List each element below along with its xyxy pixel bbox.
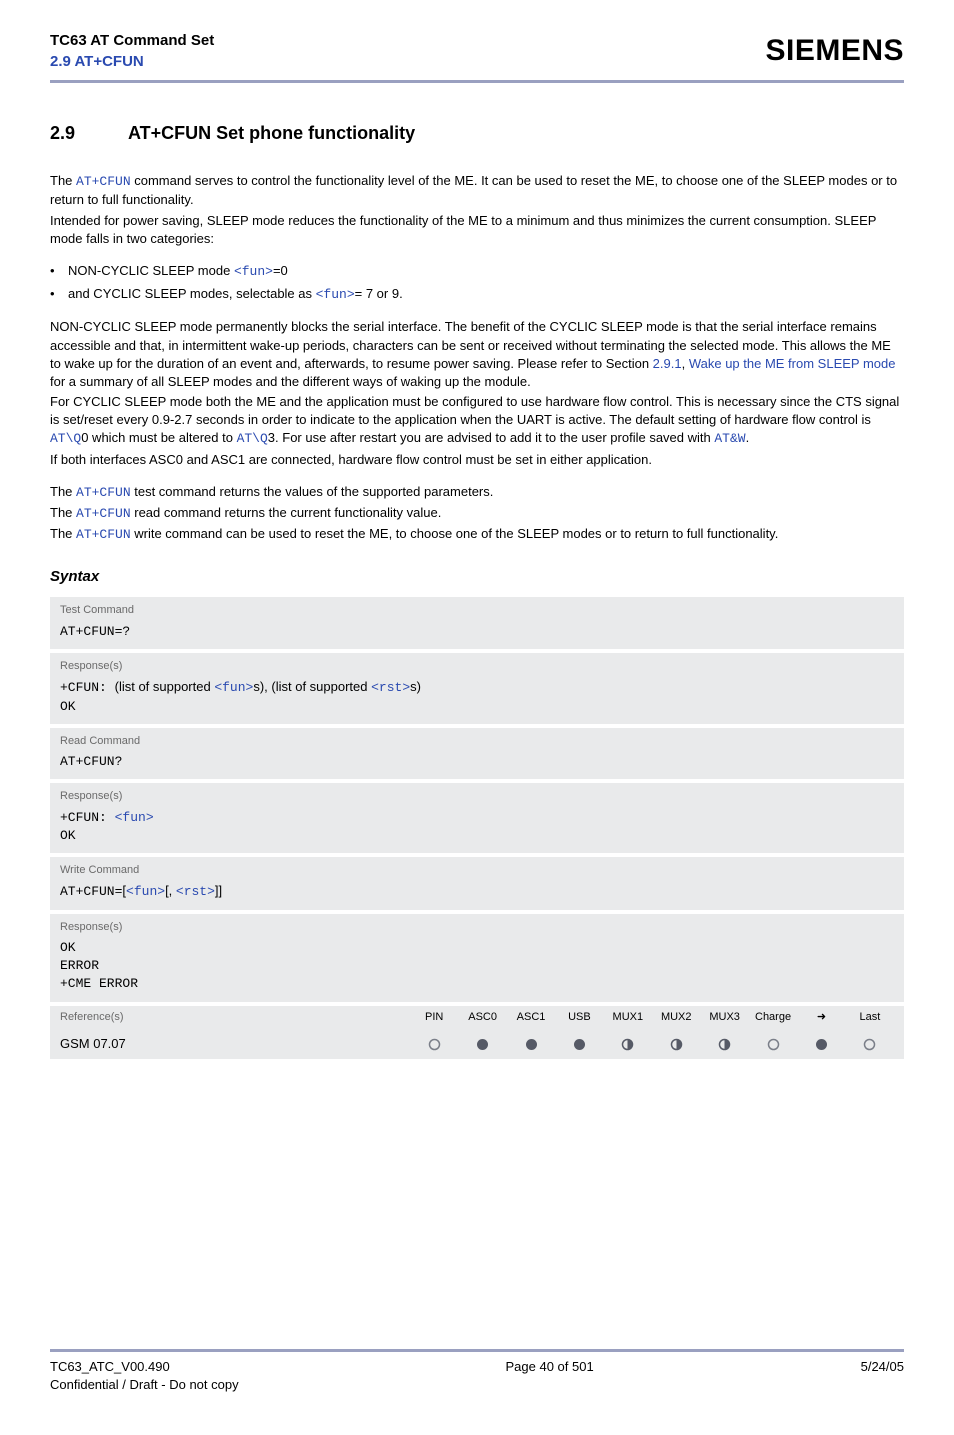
doc-subtitle[interactable]: 2.9 AT+CFUN [50,51,214,72]
support-dots [410,1035,894,1053]
section-link[interactable]: 2.9.1 [653,356,682,371]
page-number: Page 40 of 501 [506,1358,594,1394]
atq-link[interactable]: AT\Q [50,431,81,446]
para-cyclic: For CYCLIC SLEEP mode both the ME and th… [50,393,904,449]
intro-p1: The AT+CFUN command serves to control th… [50,172,904,209]
fun-param-link[interactable]: <fun> [316,287,355,302]
intro-paragraphs: The AT+CFUN command serves to control th… [50,172,904,248]
gsm-label: GSM 07.07 [60,1035,410,1053]
doc-title: TC63 AT Command Set [50,30,214,51]
siemens-logo: SIEMENS [765,30,904,72]
col-charge: Charge [749,1010,797,1025]
response-label: Response(s) [50,783,904,806]
read-command-syntax: AT+CFUN? [50,751,904,779]
header-rule [50,80,904,83]
col-asc1: ASC1 [507,1010,555,1025]
footer-left: TC63_ATC_V00.490 Confidential / Draft - … [50,1358,239,1394]
read-response-body: +CFUN: <fun> OK [50,807,904,853]
read-cmd-desc: The AT+CFUN read command returns the cur… [50,504,904,523]
syntax-heading: Syntax [50,566,904,587]
intro-p2: Intended for power saving, SLEEP mode re… [50,212,904,248]
atcfun-link[interactable]: AT+CFUN [76,174,131,189]
atq-link[interactable]: AT\Q [237,431,268,446]
col-mux2: MUX2 [652,1010,700,1025]
command-descriptions: The AT+CFUN test command returns the val… [50,483,904,545]
fun-param-link[interactable]: <fun> [214,680,253,695]
atcfun-link[interactable]: AT+CFUN [76,485,131,500]
list-item: NON-CYCLIC SLEEP mode <fun>=0 [50,262,904,281]
dot-full-icon [797,1035,845,1053]
dot-empty-icon [410,1035,458,1053]
dot-half-icon [652,1035,700,1053]
section-title: AT+CFUN Set phone functionality [128,123,415,143]
body-paragraphs: NON-CYCLIC SLEEP mode permanently blocks… [50,318,904,469]
fun-param-link[interactable]: <fun> [234,264,273,279]
footer-date: 5/24/05 [861,1358,904,1394]
sleep-mode-list: NON-CYCLIC SLEEP mode <fun>=0 and CYCLIC… [50,262,904,304]
read-response-box: Response(s) +CFUN: <fun> OK [50,783,904,853]
test-command-box: Test Command AT+CFUN=? [50,597,904,649]
reference-columns: PIN ASC0 ASC1 USB MUX1 MUX2 MUX3 Charge … [410,1010,894,1025]
write-command-syntax: AT+CFUN=[<fun>[, <rst>]] [50,880,904,909]
col-mux3: MUX3 [700,1010,748,1025]
section-heading: 2.9AT+CFUN Set phone functionality [50,121,904,146]
rst-param-link[interactable]: <rst> [371,680,410,695]
write-command-box: Write Command AT+CFUN=[<fun>[, <rst>]] [50,857,904,910]
write-cmd-desc: The AT+CFUN write command can be used to… [50,525,904,544]
dot-full-icon [458,1035,506,1053]
section-link[interactable]: Wake up the ME from SLEEP mode [689,356,896,371]
atw-link[interactable]: AT&W [714,431,745,446]
dot-full-icon [555,1035,603,1053]
response-label: Response(s) [50,653,904,676]
reference-label: Reference(s) [60,1010,410,1025]
rst-param-link[interactable]: <rst> [176,884,215,899]
test-cmd-desc: The AT+CFUN test command returns the val… [50,483,904,502]
para-noncyclic: NON-CYCLIC SLEEP mode permanently blocks… [50,318,904,391]
dot-full-icon [507,1035,555,1053]
test-command-label: Test Command [50,597,904,620]
col-arrow: ➜ [797,1010,845,1025]
read-command-label: Read Command [50,728,904,751]
write-response-box: Response(s) OK ERROR +CME ERROR [50,914,904,1002]
list-item: and CYCLIC SLEEP modes, selectable as <f… [50,285,904,304]
write-response-body: OK ERROR +CME ERROR [50,937,904,1002]
section-number: 2.9 [50,121,128,146]
header-left: TC63 AT Command Set 2.9 AT+CFUN [50,30,214,72]
dot-empty-icon [749,1035,797,1053]
dot-half-icon [700,1035,748,1053]
page-footer: TC63_ATC_V00.490 Confidential / Draft - … [50,1358,904,1394]
atcfun-link[interactable]: AT+CFUN [76,527,131,542]
para-interfaces: If both interfaces ASC0 and ASC1 are con… [50,451,904,469]
dot-empty-icon [846,1035,894,1053]
dot-half-icon [604,1035,652,1053]
reference-header-row: Reference(s) PIN ASC0 ASC1 USB MUX1 MUX2… [50,1006,904,1029]
read-command-box: Read Command AT+CFUN? [50,728,904,780]
col-last: Last [846,1010,894,1025]
doc-version: TC63_ATC_V00.490 [50,1358,239,1376]
col-pin: PIN [410,1010,458,1025]
reference-data-row: GSM 07.07 [50,1029,904,1059]
atcfun-link[interactable]: AT+CFUN [76,506,131,521]
fun-param-link[interactable]: <fun> [126,884,165,899]
test-command-syntax: AT+CFUN=? [50,621,904,649]
test-response-body: +CFUN: (list of supported <fun>s), (list… [50,676,904,723]
col-usb: USB [555,1010,603,1025]
fun-param-link[interactable]: <fun> [115,810,154,825]
col-mux1: MUX1 [604,1010,652,1025]
test-response-box: Response(s) +CFUN: (list of supported <f… [50,653,904,724]
write-command-label: Write Command [50,857,904,880]
confidentiality-note: Confidential / Draft - Do not copy [50,1376,239,1394]
page-header: TC63 AT Command Set 2.9 AT+CFUN SIEMENS [50,30,904,72]
response-label: Response(s) [50,914,904,937]
col-asc0: ASC0 [458,1010,506,1025]
